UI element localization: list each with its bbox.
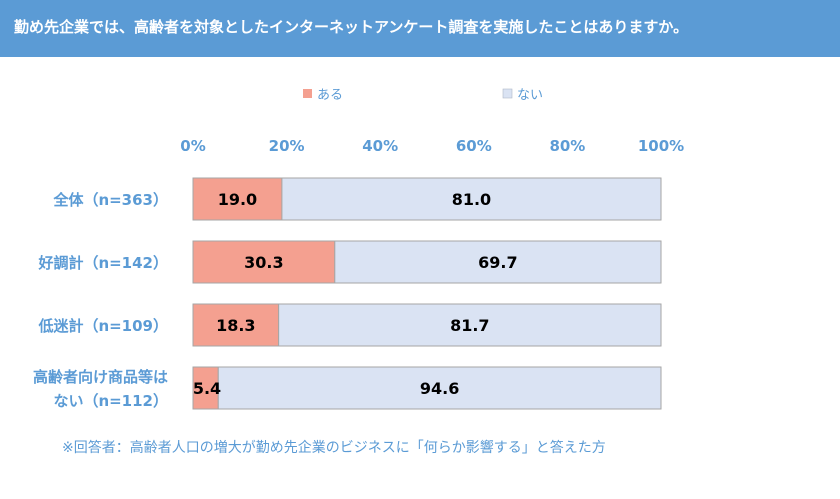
bar-segment-aru <box>192 366 219 410</box>
bar-segment-nai <box>334 240 662 284</box>
chart-legend: ある ない <box>303 88 543 103</box>
bar-segments <box>192 177 662 410</box>
legend-label-2: ない <box>517 88 543 103</box>
data-label: 5.4 <box>193 379 221 398</box>
question-banner: 勤め先企業では、高齢者を対象としたインターネットアンケート調査を実施したことはあ… <box>0 0 840 57</box>
bar-segment-nai <box>281 177 662 221</box>
data-label: 18.3 <box>216 316 255 335</box>
bar-segment-aru <box>192 177 283 221</box>
x-tick-label: 0% <box>180 137 205 155</box>
category-label: 低迷計（n=109） <box>37 317 168 335</box>
category-label: ない（n=112） <box>53 392 168 410</box>
x-tick-label: 60% <box>456 137 492 155</box>
category-labels: 全体（n=363） 好調計（n=142） 低迷計（n=109） 高齢者向け商品等はない… <box>33 191 168 410</box>
bar-segment-aru <box>192 240 336 284</box>
bar-segment-nai <box>278 303 662 347</box>
data-label: 94.6 <box>420 379 459 398</box>
data-label: 81.0 <box>452 190 491 209</box>
bar-segment-nai <box>217 366 662 410</box>
x-axis-tick-labels: 0% 20% 40% 60% 80% 100% <box>180 137 684 155</box>
data-labels: 19.0 81.0 30.3 69.7 18.3 81.7 5.4 94.6 <box>193 190 518 398</box>
footnote-text: ※回答者：高齢者人口の増大が勤め先企業のビジネスに「何らか影響する」と答えた方 <box>62 440 606 456</box>
footnote: ※回答者：高齢者人口の増大が勤め先企業のビジネスに「何らか影響する」と答えた方 <box>62 437 606 457</box>
stacked-bar-chart: ある ない 0% 20% 40% 60% 80% 100% 全体（n=363） 好調計（n=1… <box>33 88 684 410</box>
bar-segment-aru <box>192 303 280 347</box>
legend-label-1: ある <box>317 88 343 103</box>
x-tick-label: 100% <box>638 137 684 155</box>
data-label: 19.0 <box>218 190 257 209</box>
data-label: 69.7 <box>478 253 517 272</box>
x-tick-label: 40% <box>362 137 398 155</box>
category-label: 好調計（n=142） <box>37 254 168 272</box>
data-label: 81.7 <box>450 316 489 335</box>
x-tick-label: 20% <box>269 137 305 155</box>
legend-swatch-2 <box>502 88 513 99</box>
legend-swatch-1 <box>303 89 312 98</box>
category-label: 全体（n=363） <box>52 191 168 209</box>
data-label: 30.3 <box>244 253 283 272</box>
category-label: 高齢者向け商品等は <box>33 368 168 386</box>
x-tick-label: 80% <box>549 137 585 155</box>
question-text: 勤め先企業では、高齢者を対象としたインターネットアンケート調査を実施したことはあ… <box>14 18 689 36</box>
